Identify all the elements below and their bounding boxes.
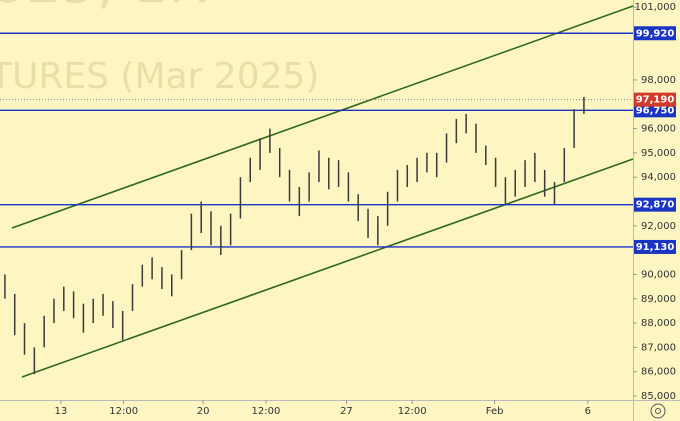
- last-price-label: 97,190: [636, 95, 675, 106]
- y-tick-label: 86,000: [641, 367, 676, 378]
- settings-button[interactable]: [650, 403, 666, 419]
- settings-icon[interactable]: [650, 403, 666, 419]
- y-tick-label: 92,000: [641, 221, 676, 232]
- level-label: 92,870: [636, 200, 675, 211]
- y-tick-label: 98,000: [641, 75, 676, 86]
- level-label-box: [634, 26, 676, 41]
- level-label-box: [634, 239, 676, 254]
- x-tick-label: 12:00: [398, 406, 427, 417]
- x-tick-label: 12:00: [109, 406, 138, 417]
- y-tick-label: 94,000: [641, 172, 676, 183]
- y-tick-label: 96,000: [641, 124, 676, 135]
- level-label: 99,920: [636, 28, 675, 39]
- settings-icon[interactable]: [655, 408, 661, 414]
- last-price-box: [634, 92, 676, 107]
- y-tick-label: 101,000: [635, 2, 676, 13]
- level-label-box: [634, 103, 676, 118]
- y-tick-label: 90,000: [641, 269, 676, 280]
- watermark: TURES (Mar 2025): [0, 56, 319, 97]
- x-tick-label: 27: [340, 406, 353, 417]
- y-tick-label: 85,000: [641, 391, 676, 402]
- level-label: 96,750: [636, 105, 675, 116]
- y-tick-label: 87,000: [641, 342, 676, 353]
- x-tick-label: 6: [585, 406, 591, 417]
- x-tick-label: 13: [54, 406, 67, 417]
- level-label-box: [634, 197, 676, 212]
- x-tick-label: Feb: [486, 406, 504, 417]
- y-tick-label: 89,000: [641, 294, 676, 305]
- y-tick-label: 95,000: [641, 148, 676, 159]
- watermark: 025, 1H: [0, 0, 210, 16]
- level-label: 91,130: [636, 242, 675, 253]
- x-tick-label: 12:00: [252, 406, 281, 417]
- x-tick-label: 20: [197, 406, 210, 417]
- trend-line: [21, 158, 634, 378]
- y-tick-label: 88,000: [641, 318, 676, 329]
- trend-line: [11, 5, 634, 229]
